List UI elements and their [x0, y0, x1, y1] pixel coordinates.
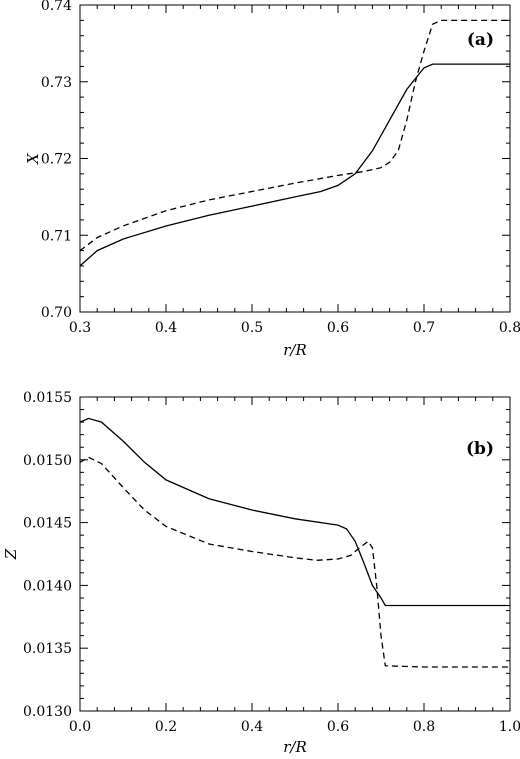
plot-frame — [79, 396, 511, 712]
y-tick-label: 0.0135 — [23, 641, 72, 657]
series-solid-line — [79, 63, 510, 267]
y-tick-label: 0.0150 — [23, 453, 72, 469]
x-tick-label: 0.5 — [241, 320, 263, 336]
x-tick-label: 1.0 — [499, 719, 520, 735]
panel-label: (a) — [467, 30, 494, 50]
x-tick-label: 0.2 — [155, 719, 177, 735]
series-dashed-line — [79, 19, 510, 252]
y-tick-label: 0.0145 — [23, 516, 72, 532]
x-tick-label: 0.6 — [327, 719, 349, 735]
x-axis-label: r/R — [283, 738, 307, 756]
y-tick-label: 0.72 — [41, 152, 72, 168]
y-tick-label: 0.0140 — [23, 578, 72, 594]
y-tick-label: 0.74 — [41, 0, 72, 14]
x-tick-label: 0.8 — [413, 719, 435, 735]
x-axis-label: r/R — [283, 341, 307, 359]
x-tick-label: 0.7 — [413, 320, 435, 336]
x-tick-label: 0.8 — [499, 320, 520, 336]
x-tick-label: 0.4 — [155, 320, 177, 336]
x-tick-label: 0.0 — [69, 719, 91, 735]
x-tick-label: 0.3 — [69, 320, 91, 336]
y-tick-label: 0.73 — [41, 75, 72, 91]
series-dashed-line — [79, 456, 510, 668]
y-tick-label: 0.0130 — [23, 704, 72, 720]
y-axis-label: Z — [2, 548, 20, 560]
panel-a: 0.3 0.4 0.5 0.6 0.7 0.8 0.70 0.71 0.72 0.73 0.74 r/… — [24, 0, 520, 359]
x-tick-label: 0.6 — [327, 320, 349, 336]
y-tick-label: 0.0155 — [23, 390, 72, 406]
panel-label: (b) — [466, 439, 494, 459]
y-axis-label: X — [24, 152, 42, 165]
panel-b: 0.0 0.2 0.4 0.6 0.8 1.0 0.0130 0.0135 0.0140 0.01… — [2, 390, 520, 756]
y-tick-label: 0.70 — [41, 305, 72, 321]
x-tick-label: 0.4 — [241, 719, 263, 735]
y-tick-label: 0.71 — [41, 228, 72, 244]
series-solid-line — [79, 417, 510, 607]
plot-frame — [79, 4, 511, 313]
